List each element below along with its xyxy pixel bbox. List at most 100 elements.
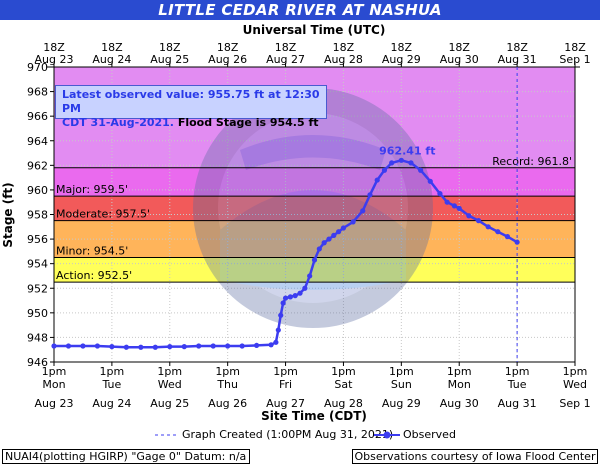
observed-point — [94, 343, 101, 349]
observed-point — [427, 178, 433, 184]
top-tick-time: 18Z — [159, 41, 181, 54]
observed-point — [239, 343, 245, 349]
observed-point — [302, 285, 308, 291]
top-tick-date: Aug 27 — [266, 53, 305, 66]
bottom-axis-title: Site Time (CDT) — [261, 409, 367, 423]
info-line-1: Latest observed value: 955.75 ft at 12:3… — [62, 88, 320, 115]
threshold-label-record: Record: 961.8' — [492, 155, 572, 168]
observed-point — [336, 229, 342, 235]
observed-point — [278, 312, 284, 318]
observed-point — [254, 342, 260, 349]
observed-point — [307, 273, 313, 279]
y-tick-label: 970 — [27, 61, 48, 74]
observed-point — [350, 219, 356, 225]
top-tick-time: 18Z — [391, 41, 413, 54]
observed-point — [360, 208, 366, 214]
top-tick-date: Aug 25 — [150, 53, 189, 66]
top-tick-time: 18Z — [564, 41, 586, 54]
footer-datum: NUAI4(plotting HGIRP) "Gage 0" Datum: n/… — [2, 449, 250, 464]
observed-point — [275, 327, 281, 333]
y-axis: 946 948 950 952 954 956 958 960 962 964 966 968 970 — [27, 61, 54, 369]
legend-graph-created-swatch — [155, 434, 178, 436]
x-tick-date: Aug 29 — [382, 397, 421, 410]
top-tick-date: Aug 30 — [440, 53, 479, 66]
observed-point — [418, 167, 424, 173]
y-tick-label: 960 — [27, 184, 48, 197]
x-tick-date: Aug 25 — [150, 397, 189, 410]
observed-point — [451, 203, 457, 209]
peak-label: 962.41 ft — [379, 144, 435, 157]
x-tick-day: Sat — [334, 378, 353, 391]
latest-value-box: Latest observed value: 955.75 ft at 12:3… — [55, 85, 327, 129]
observed-point — [311, 257, 318, 263]
observed-point — [65, 343, 72, 349]
observed-point — [287, 294, 293, 300]
x-tick-time: 1pm — [157, 365, 182, 378]
x-tick-date: Aug 27 — [266, 397, 305, 410]
x-tick-time: 1pm — [215, 365, 240, 378]
threshold-label-action: Action: 952.5' — [56, 269, 132, 282]
x-tick-day: Wed — [563, 378, 587, 391]
top-tick-time: 18Z — [275, 41, 297, 54]
info-date: CDT 31-Aug-2021. — [62, 116, 174, 129]
observed-point — [268, 342, 274, 348]
observed-point — [152, 344, 158, 350]
top-tick-time: 18Z — [43, 41, 65, 54]
top-tick-date: Aug 24 — [92, 53, 131, 66]
band-major — [54, 167, 575, 197]
x-tick-day: Tue — [101, 378, 121, 391]
title-bar: LITTLE CEDAR RIVER AT NASHUA — [0, 0, 600, 20]
threshold-bands — [54, 67, 575, 283]
legend-observed: Observed — [403, 428, 456, 441]
observed-point — [374, 177, 380, 183]
top-tick-time: 18Z — [101, 41, 123, 54]
top-tick-time: 18Z — [217, 41, 239, 54]
x-tick-time: 1pm — [331, 365, 356, 378]
observed-point — [282, 295, 289, 301]
observed-point — [210, 343, 216, 349]
observed-point — [280, 300, 286, 306]
observed-point — [196, 343, 202, 349]
observed-point — [398, 157, 404, 163]
legend-graph-created: Graph Created (1:00PM Aug 31, 2021) — [182, 428, 394, 441]
observed-point — [225, 343, 231, 349]
x-tick-day: Mon — [448, 378, 471, 391]
observed-point — [466, 213, 472, 219]
y-tick-label: 948 — [27, 331, 48, 344]
observed-point — [138, 344, 144, 350]
top-tick-time: 18Z — [333, 41, 355, 54]
band-moderate — [54, 196, 575, 221]
observed-point — [316, 246, 322, 252]
y-tick-label: 952 — [27, 282, 48, 295]
observed-point — [444, 199, 450, 205]
y-tick-label: 962 — [27, 159, 48, 172]
observed-point — [456, 205, 462, 211]
y-tick-label: 958 — [27, 209, 48, 222]
x-tick-date: Aug 26 — [208, 397, 247, 410]
noaa-watermark — [193, 88, 433, 328]
legend — [150, 428, 450, 442]
y-tick-label: 956 — [27, 233, 48, 246]
y-tick-label: 950 — [27, 307, 48, 320]
observed-point — [80, 343, 86, 349]
y-tick-label: 946 — [27, 356, 48, 369]
observed-point — [167, 344, 173, 350]
x-tick-time: 1pm — [505, 365, 530, 378]
observed-point — [485, 224, 491, 230]
y-tick-label: 968 — [27, 86, 48, 99]
observed-series — [51, 157, 520, 350]
observed-point — [292, 293, 298, 299]
x-tick-day: Tue — [507, 378, 527, 391]
observed-point — [331, 232, 337, 238]
observed-point — [340, 225, 347, 231]
x-tick-time: 1pm — [447, 365, 472, 378]
observed-point — [475, 218, 482, 224]
x-tick-time: 1pm — [273, 365, 298, 378]
observed-point — [109, 344, 115, 350]
x-tick-date: Aug 31 — [498, 397, 537, 410]
observed-point — [495, 229, 501, 235]
observed-point — [514, 239, 520, 245]
